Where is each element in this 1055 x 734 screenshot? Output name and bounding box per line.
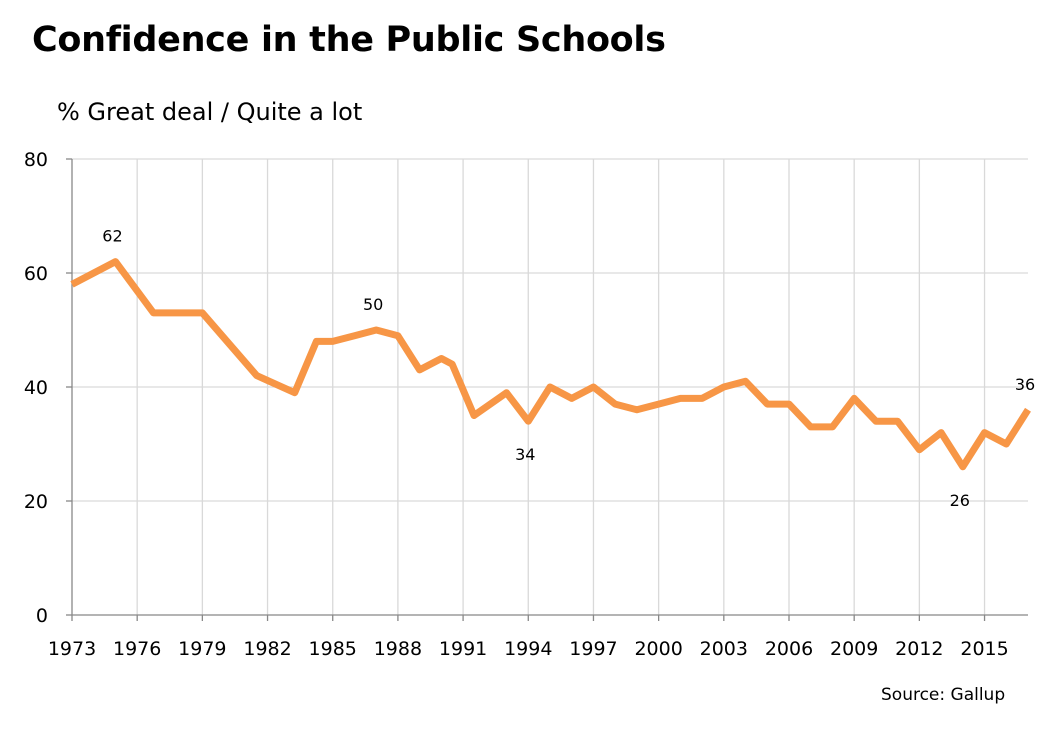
x-tick-label: 2012 <box>895 638 943 660</box>
x-tick-label: 1997 <box>569 638 617 660</box>
x-tick-label: 2015 <box>960 638 1008 660</box>
data-label: 36 <box>1015 375 1035 394</box>
series-line <box>70 258 1031 471</box>
x-tick-label: 1985 <box>309 638 357 660</box>
x-tick-label: 2009 <box>830 638 878 660</box>
x-tick-label: 1982 <box>243 638 291 660</box>
y-tick-label: 20 <box>24 491 48 513</box>
data-label: 34 <box>515 445 535 464</box>
data-label: 26 <box>950 491 970 510</box>
chart-subtitle: % Great deal / Quite a lot <box>57 98 363 126</box>
x-tick-label: 1991 <box>439 638 487 660</box>
y-tick-label: 80 <box>24 149 48 171</box>
x-tick-label: 1973 <box>48 638 96 660</box>
y-tick-label: 40 <box>24 377 48 399</box>
chart-source: Source: Gallup <box>881 685 1006 705</box>
data-label: 62 <box>102 227 122 246</box>
chart-title: Confidence in the Public Schools <box>32 20 666 60</box>
x-tick-label: 1976 <box>113 638 161 660</box>
x-tick-label: 1979 <box>178 638 226 660</box>
labels: 62 50 34 26 36 <box>102 227 1035 510</box>
x-tick-label: 2000 <box>634 638 682 660</box>
data-label: 50 <box>363 295 383 314</box>
x-tick-label: 2003 <box>700 638 748 660</box>
y-tick-label: 60 <box>24 263 48 285</box>
series <box>70 258 1031 471</box>
x-tick-label: 1994 <box>504 638 552 660</box>
x-tick-label: 2006 <box>765 638 813 660</box>
x-tick-label: 1988 <box>374 638 422 660</box>
y-tick-label: 0 <box>36 605 48 627</box>
axes: 0 20 40 60 80 1973 1976 1979 1982 1985 1988 1991 199… <box>24 149 1028 660</box>
